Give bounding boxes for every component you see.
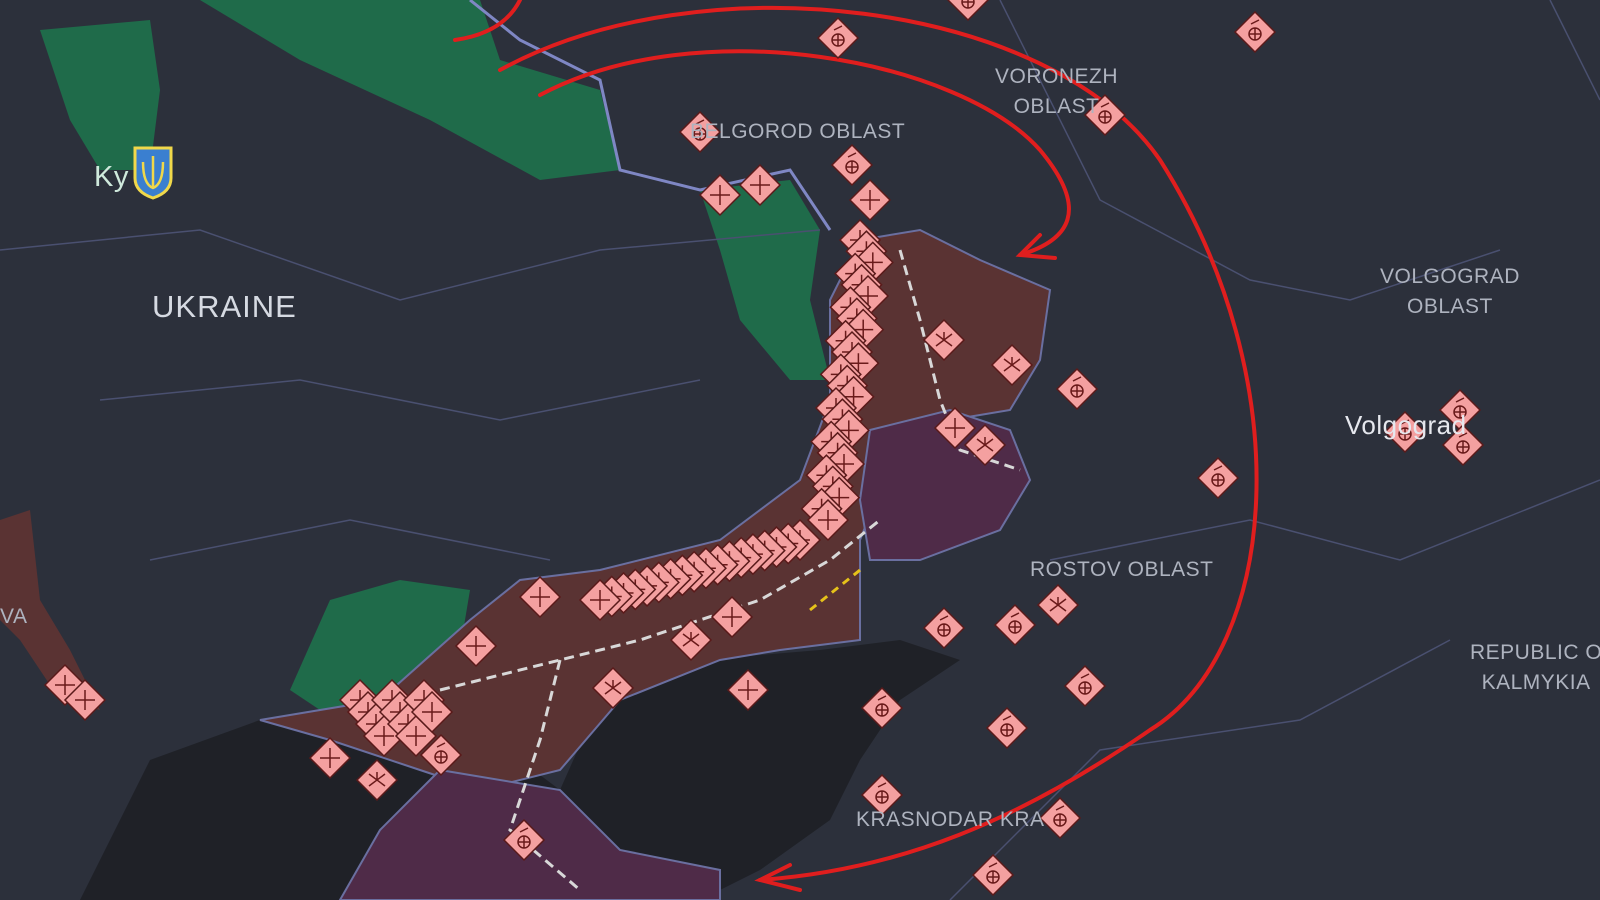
airbase-marker-icon[interactable] <box>1083 93 1127 137</box>
arrow-outer <box>498 5 1259 882</box>
arrow-top <box>453 0 522 42</box>
airbase-marker-icon[interactable] <box>678 110 722 154</box>
kalmykia-line-1: REPUBLIC O <box>1470 641 1600 664</box>
occupied-area-purple <box>338 408 1032 900</box>
cluster-marker-icon[interactable] <box>410 690 454 734</box>
airbase-marker-icon[interactable] <box>860 686 904 730</box>
airbase-marker-icon[interactable] <box>1383 410 1427 454</box>
kalmykia-line-2: KALMYKIA <box>1481 671 1591 694</box>
voronezh-line-1: VORONEZH <box>995 65 1119 88</box>
volgograd-line-2: OBLAST <box>1407 295 1493 318</box>
arrowhead-inner <box>1015 233 1057 260</box>
cluster-marker-icon[interactable] <box>454 624 498 668</box>
marker-layer <box>43 0 1485 897</box>
airbase-marker-icon[interactable] <box>993 603 1037 647</box>
city-label-kyiv: Ky <box>94 161 129 193</box>
unit-marker-icon[interactable] <box>963 423 1007 467</box>
region-label-belgorod: BELGOROD OBLAST <box>690 120 906 143</box>
airbase-marker-icon[interactable] <box>1438 388 1482 432</box>
airbase-marker-icon[interactable] <box>1233 10 1277 54</box>
voronezh-line-2: OBLAST <box>1013 95 1100 118</box>
cluster-marker-icon[interactable] <box>933 406 977 450</box>
airbase-marker-icon[interactable] <box>971 853 1015 897</box>
cluster-marker-icon[interactable] <box>726 668 770 712</box>
unit-marker-icon[interactable] <box>591 666 635 710</box>
cluster-marker-icon[interactable] <box>848 178 892 222</box>
region-label-volgograd-oblast: VOLGOGRAD OBLAST <box>1380 262 1520 322</box>
country-label-ukraine: UKRAINE <box>152 289 297 324</box>
airbase-marker-icon[interactable] <box>922 606 966 650</box>
airbase-marker-icon[interactable] <box>502 818 546 862</box>
unit-marker-icon[interactable] <box>922 318 966 362</box>
airbase-marker-icon[interactable] <box>830 143 874 187</box>
airbase-marker-icon[interactable] <box>816 16 860 60</box>
arrowhead-outer <box>754 863 802 892</box>
airbase-marker-icon[interactable] <box>985 706 1029 750</box>
region-label-rostov: ROSTOV OBLAST <box>1030 558 1214 581</box>
region-label-krasnodar: KRASNODAR KRA <box>856 808 1045 831</box>
green-area-north <box>40 0 620 180</box>
cluster-marker-icon[interactable] <box>806 498 850 542</box>
volgograd-line-1: VOLGOGRAD <box>1380 265 1520 288</box>
unit-marker-icon[interactable] <box>669 618 713 662</box>
airbase-marker-icon[interactable] <box>1441 423 1485 467</box>
cluster-marker-icon[interactable] <box>738 163 782 207</box>
cluster-marker-icon[interactable] <box>578 578 622 622</box>
airbase-marker-icon[interactable] <box>419 733 463 777</box>
drawn-arrows <box>453 0 1259 892</box>
green-area-kharkiv <box>700 180 830 380</box>
airbase-marker-icon[interactable] <box>1196 456 1240 500</box>
cluster-marker-icon[interactable] <box>63 678 107 722</box>
airbase-marker-icon[interactable] <box>860 773 904 817</box>
occupied-area-west <box>0 510 100 710</box>
border-ukraine-russia <box>469 0 832 231</box>
unit-marker-icon[interactable] <box>990 343 1034 387</box>
airbase-marker-icon[interactable] <box>1055 367 1099 411</box>
region-label-left-edge: VA <box>0 605 28 628</box>
region-label-voronezh: VORONEZH OBLAST <box>995 62 1118 122</box>
region-label-kalmykia: REPUBLIC O KALMYKIA <box>1470 638 1600 698</box>
airbase-marker-icon[interactable] <box>1063 664 1107 708</box>
cluster-marker-icon[interactable] <box>698 173 742 217</box>
city-label-volgograd: Volgograd <box>1345 410 1467 440</box>
airbase-marker-icon[interactable] <box>946 0 990 22</box>
coat-of-arms-icon <box>133 146 173 200</box>
arrow-inner <box>538 49 1071 257</box>
cluster-marker-icon[interactable] <box>710 595 754 639</box>
unit-marker-icon[interactable] <box>1036 583 1080 627</box>
cluster-marker-icon[interactable] <box>518 575 562 619</box>
airbase-marker-icon[interactable] <box>1038 796 1082 840</box>
cluster-marker-icon[interactable] <box>308 736 352 780</box>
unit-marker-icon[interactable] <box>355 758 399 802</box>
yellow-dashed-line <box>809 568 861 612</box>
